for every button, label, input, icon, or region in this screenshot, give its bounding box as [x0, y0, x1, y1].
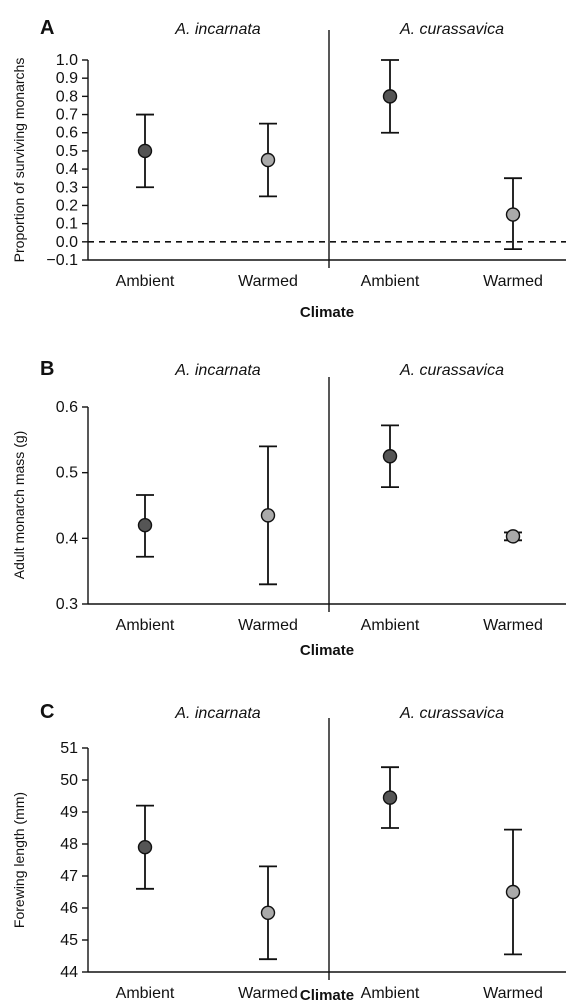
- y-tick-label: 0.9: [56, 70, 78, 87]
- data-point: [137, 840, 153, 855]
- y-axis-title: Proportion of surviving monarchs: [11, 58, 27, 263]
- y-axis-title: Adult monarch mass (g): [11, 431, 27, 580]
- panel-label: B: [40, 358, 54, 380]
- y-tick-label: 51: [60, 740, 78, 757]
- x-tick-label: Warmed: [483, 985, 543, 1002]
- data-point: [382, 449, 398, 464]
- x-tick-label: Warmed: [238, 617, 298, 634]
- group-label: A. incarnata: [174, 705, 260, 722]
- panel-label: A: [40, 17, 54, 39]
- x-tick-label: Warmed: [238, 273, 298, 290]
- group-label: A. curassavica: [399, 705, 504, 722]
- y-tick-label: 0.8: [56, 88, 78, 105]
- y-tick-label: 46: [60, 900, 78, 917]
- group-label: A. incarnata: [174, 362, 260, 379]
- x-axis-title: Climate: [300, 304, 354, 321]
- data-point: [505, 529, 521, 544]
- x-tick-label: Ambient: [361, 617, 420, 634]
- group-label: A. curassavica: [399, 21, 504, 38]
- y-tick-label: 0.3: [56, 179, 78, 196]
- y-tick-label: 0.6: [56, 399, 78, 416]
- x-tick-label: Ambient: [361, 985, 420, 1002]
- y-tick-label: 45: [60, 932, 78, 949]
- y-tick-label: 0.7: [56, 107, 78, 124]
- panel-b: B A. incarnata A. curassavica 0.6 0.5 0.4 0.3 A…: [11, 358, 566, 659]
- y-axis-title: Forewing length (mm): [11, 792, 27, 928]
- y-tick-label: 1.0: [56, 52, 78, 69]
- data-point: [260, 905, 276, 920]
- x-tick-label: Warmed: [483, 273, 543, 290]
- y-tick-label: 50: [60, 772, 78, 789]
- y-tick-label: 47: [60, 868, 78, 885]
- panel-a: A A. incarnata A. curassavica1.00.90.80.70…: [11, 17, 566, 321]
- x-tick-label: Warmed: [483, 617, 543, 634]
- data-point: [137, 518, 153, 533]
- y-tick-label: 0.0: [56, 234, 78, 251]
- y-tick-label: 0.2: [56, 197, 78, 214]
- y-tick-label: 0.5: [56, 143, 78, 160]
- data-point: [137, 143, 153, 159]
- x-tick-label: Ambient: [116, 985, 175, 1002]
- data-point: [505, 884, 521, 900]
- y-tick-label: 0.6: [56, 125, 78, 142]
- y-tick-label: 49: [60, 804, 78, 821]
- x-tick-label: Warmed: [238, 985, 298, 1002]
- x-tick-label: Ambient: [361, 273, 420, 290]
- x-tick-label: Ambient: [116, 273, 175, 290]
- y-tick-label: 0.5: [56, 465, 78, 482]
- data-point: [505, 207, 521, 222]
- panel-label: C: [40, 701, 54, 723]
- group-label: A. curassavica: [399, 362, 504, 379]
- y-tick-label: 48: [60, 836, 78, 853]
- data-point: [260, 508, 276, 523]
- y-tick-label: 0.4: [56, 161, 78, 178]
- y-tick-label: −0.1: [46, 252, 78, 269]
- y-tick-label: 0.4: [56, 530, 78, 547]
- panel-c: C A. incarnata A. curassavica 51 50 49 48 47 46 4…: [11, 701, 566, 1004]
- y-tick-label: 0.1: [56, 216, 78, 233]
- y-tick-label: 0.3: [56, 596, 78, 613]
- x-axis-title: Climate: [300, 987, 354, 1004]
- data-point: [260, 152, 276, 168]
- y-tick-label: 44: [60, 964, 78, 981]
- data-point: [382, 790, 398, 805]
- x-axis-title: Climate: [300, 642, 354, 659]
- data-point: [382, 89, 398, 104]
- group-label: A. incarnata: [174, 21, 260, 38]
- x-tick-label: Ambient: [116, 617, 175, 634]
